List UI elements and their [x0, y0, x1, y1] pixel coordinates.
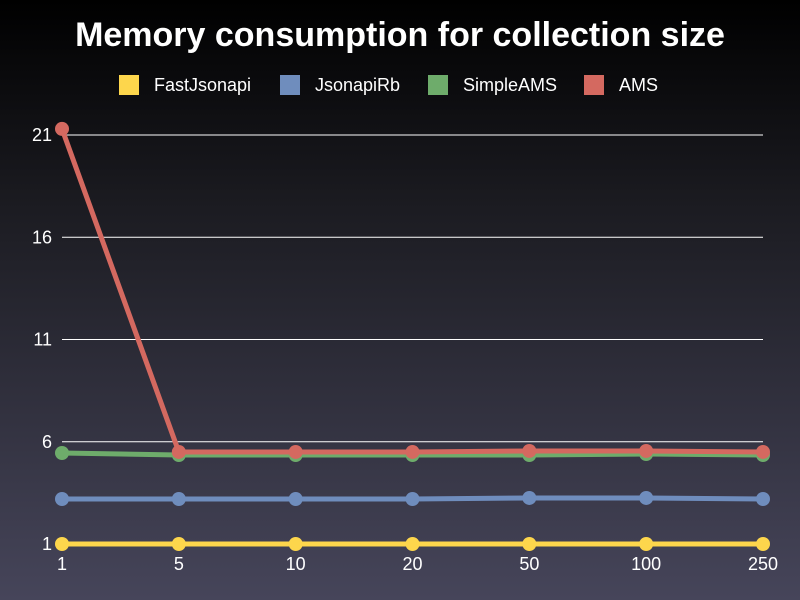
x-tick-label: 5 — [174, 554, 184, 574]
legend-item-fastjsonapi: FastJsonapi — [119, 75, 251, 95]
legend-swatch — [428, 75, 448, 95]
data-point — [171, 537, 186, 551]
legend-swatch — [584, 75, 604, 95]
data-point — [639, 443, 654, 458]
legend-item-ams: AMS — [584, 75, 658, 95]
data-point — [171, 492, 186, 507]
legend-label: JsonapiRb — [315, 75, 400, 95]
data-point — [405, 537, 420, 551]
data-point — [55, 537, 69, 551]
x-tick-label: 100 — [631, 554, 661, 574]
legend-swatch — [280, 75, 300, 95]
series-line — [59, 126, 766, 455]
data-point — [405, 492, 420, 507]
gridlines — [62, 134, 763, 443]
y-tick-label: 11 — [33, 330, 52, 350]
data-point — [522, 537, 537, 551]
x-tick-label: 250 — [748, 554, 778, 574]
series-layer — [55, 121, 770, 551]
legend-item-simpleams: SimpleAMS — [428, 75, 557, 95]
legend-swatch — [119, 75, 139, 95]
data-point — [288, 444, 303, 459]
data-point — [756, 492, 770, 507]
data-point — [639, 537, 654, 551]
series-ams — [55, 121, 770, 459]
legend-label: FastJsonapi — [154, 75, 251, 95]
chart-title: Memory consumption for collection size — [75, 16, 725, 54]
data-point — [288, 492, 303, 507]
data-point — [55, 121, 69, 136]
legend-label: AMS — [619, 75, 658, 95]
y-tick-label: 1 — [42, 534, 52, 554]
legend-item-jsonapirb: JsonapiRb — [280, 75, 400, 95]
data-point — [522, 443, 537, 458]
x-tick-label: 1 — [57, 554, 67, 574]
data-point — [55, 445, 69, 460]
x-tick-label: 50 — [519, 554, 539, 574]
data-point — [522, 490, 537, 505]
x-tick-label: 20 — [402, 554, 422, 574]
x-tick-label: 10 — [286, 554, 306, 574]
data-point — [55, 492, 69, 507]
data-point — [756, 444, 770, 459]
data-point — [171, 444, 186, 459]
y-tick-label: 21 — [32, 125, 52, 145]
data-point — [756, 537, 770, 551]
x-axis: 1 5 10 20 50 100 250 — [57, 554, 778, 574]
y-tick-label: 16 — [32, 227, 52, 247]
legend: FastJsonapi JsonapiRb SimpleAMS AMS — [119, 75, 658, 95]
data-point — [405, 444, 420, 459]
series-fastjsonapi — [55, 537, 770, 551]
series-jsonapirb — [55, 490, 770, 507]
data-point — [288, 537, 303, 551]
legend-label: SimpleAMS — [463, 75, 557, 95]
data-point — [639, 490, 654, 505]
y-tick-label: 6 — [42, 432, 52, 452]
